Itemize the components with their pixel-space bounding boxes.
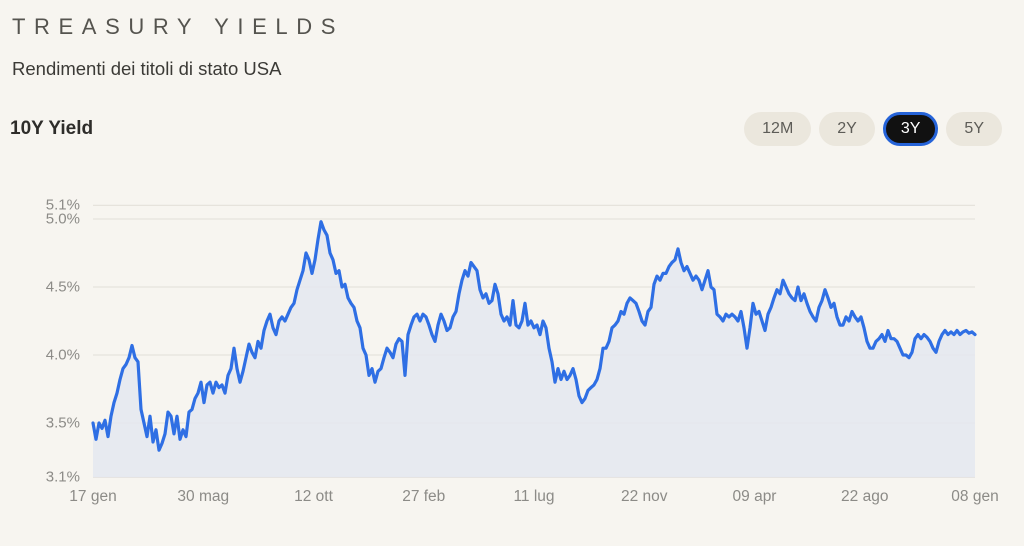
x-tick-label: 27 feb — [402, 488, 446, 505]
yield-area-fill — [93, 221, 975, 478]
yield-line — [91, 220, 977, 452]
range-button-2y[interactable]: 2Y — [819, 112, 875, 146]
x-tick-label: 22 nov — [620, 488, 668, 505]
range-button-3y[interactable]: 3Y — [882, 112, 939, 146]
range-button-5y[interactable]: 5Y — [946, 112, 1002, 146]
x-tick-label: 30 mag — [177, 488, 230, 505]
x-tick-label: 22 ago — [841, 488, 889, 505]
x-tick-label: 11 lug — [513, 488, 555, 505]
y-tick-label: 4.5% — [45, 278, 80, 296]
x-tick-label: 17 gen — [69, 488, 117, 505]
x-tick-label: 08 gen — [951, 488, 999, 505]
range-selector: 12M 2Y 3Y 5Y — [744, 112, 1002, 146]
x-tick-label: 12 ott — [294, 488, 333, 505]
range-button-12m[interactable]: 12M — [744, 112, 812, 146]
x-tick-label: 09 apr — [732, 488, 777, 505]
y-tick-label: 3.1% — [45, 468, 80, 486]
chart-gridlines — [93, 204, 975, 478]
y-tick-label: 5.0% — [45, 210, 80, 228]
page-title: TREASURY YIELDS — [12, 14, 344, 39]
y-tick-label: 5.1% — [45, 196, 80, 214]
page-subtitle: Rendimenti dei titoli di stato USA — [12, 58, 282, 79]
series-label: 10Y Yield — [10, 118, 94, 139]
y-tick-label: 3.5% — [45, 414, 80, 432]
y-tick-label: 4.0% — [45, 346, 80, 364]
